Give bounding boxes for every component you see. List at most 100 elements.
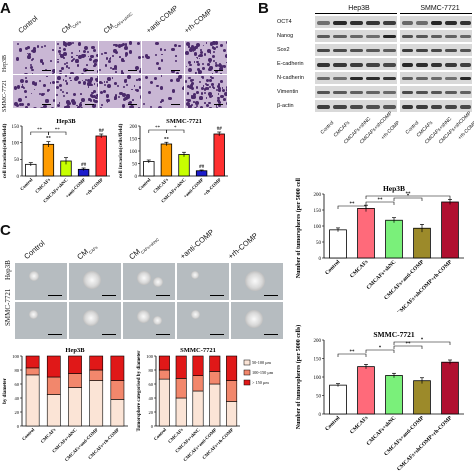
tumorsphere-image (230, 262, 284, 301)
bar (329, 384, 347, 415)
significance-bracket (393, 341, 451, 345)
cell-dot (79, 106, 84, 108)
cell-dot (56, 58, 59, 61)
cell-dot (65, 61, 69, 65)
significance-label: ## (199, 165, 205, 170)
cell-dot (43, 105, 47, 108)
significance-bracket (365, 349, 395, 353)
cell-dot (112, 67, 115, 71)
cell-dot (68, 67, 71, 70)
cell-dot (33, 46, 37, 50)
cell-dot (101, 104, 104, 106)
cell-dot (121, 104, 126, 108)
tumorsphere-image (14, 262, 68, 301)
cell-dot (124, 96, 128, 100)
significance-label: ** (350, 350, 356, 355)
tumorsphere-image (122, 301, 176, 340)
cell-dot (209, 79, 213, 83)
cell-dot (58, 47, 61, 49)
cell-dot (218, 67, 223, 72)
cell-dot (122, 98, 126, 102)
x-tick-label: CMCAFs (40, 427, 57, 444)
cell-dot (192, 95, 197, 99)
cell-dot (211, 73, 214, 74)
stacked-bar-segment (209, 383, 221, 427)
cell-dot (193, 107, 197, 108)
cell-dot (226, 92, 227, 97)
blot-band (382, 63, 396, 67)
cell-dot (209, 106, 212, 108)
cell-dot (148, 91, 152, 95)
row-label-smmc-c: SMMC-7721 (4, 288, 12, 326)
cell-dot (63, 62, 67, 66)
blot-band (430, 63, 443, 67)
cell-dot (212, 41, 217, 45)
tumorsphere-count-chart-smmc: SMMC-7721 0 50 100 150 200 Number of tumorsphe… (295, 325, 464, 472)
cell-dot (211, 45, 215, 49)
tumorsphere-image (68, 262, 122, 301)
cell-dot (124, 45, 128, 50)
blot-band (430, 91, 443, 94)
chart-title: Hep3B (383, 184, 405, 193)
blot-band (445, 77, 457, 80)
cell-dot (91, 45, 95, 50)
cell-dot (208, 85, 212, 89)
cell-dot (39, 79, 42, 82)
blot-band (349, 49, 364, 52)
cell-dot (205, 41, 208, 44)
cell-dot (31, 80, 36, 85)
cell-dot (88, 79, 93, 83)
panel-label-b: B (258, 0, 269, 17)
blot-band (349, 91, 364, 94)
stacked-bar-segment (89, 355, 104, 371)
stacked-bar-segment (110, 399, 125, 427)
cell-dot (220, 94, 224, 98)
cell-dot (27, 103, 31, 107)
cell-dot (58, 50, 61, 53)
cell-dot (206, 104, 210, 108)
blot-band (416, 63, 428, 67)
c-col-cm-cafs: CMCAFs (75, 244, 99, 262)
cell-dot (194, 45, 198, 50)
cell-dot (175, 59, 178, 62)
cell-dot (211, 55, 215, 59)
blot-band (416, 21, 428, 25)
blot-band (333, 63, 347, 67)
cell-dot (226, 61, 227, 64)
cell-dot (175, 77, 180, 82)
scale-bar (264, 333, 278, 335)
cell-dot (58, 52, 62, 56)
significance-bracket (48, 131, 67, 135)
cell-dot (160, 75, 163, 78)
stacked-bar-segment (25, 355, 40, 369)
cell-dot (160, 101, 162, 103)
cell-dot (218, 63, 222, 68)
cell-dot (106, 98, 110, 102)
cell-dot (195, 104, 199, 108)
cell-dot (126, 83, 129, 86)
cell-dot (142, 102, 145, 105)
y-tick-label: 50 (132, 162, 138, 167)
row-label-hep3b-c: Hep3B (4, 260, 12, 280)
chart-title: SMMC-7721 (166, 118, 202, 125)
blot-band (459, 91, 471, 94)
tumorsphere (191, 271, 199, 279)
cell-dot (175, 55, 177, 57)
blot-band (366, 21, 380, 25)
cell-dot (58, 102, 61, 104)
cell-dot (57, 75, 61, 80)
cell-dot (113, 43, 116, 46)
stacked-bar-segment (226, 355, 238, 381)
cell-dot (190, 84, 193, 87)
blot-band (445, 49, 457, 52)
blot-band (416, 91, 428, 94)
y-axis-label: Number of tumorspheres (per 5000 cells) (295, 178, 302, 278)
stacked-bar-segment (209, 371, 221, 385)
cell-dot (186, 101, 191, 106)
cell-dot (137, 55, 141, 60)
cell-dot (215, 88, 219, 92)
cell-dot (107, 84, 111, 89)
blot-band (430, 35, 443, 38)
blot-band (317, 63, 331, 67)
tumorsphere-image (230, 301, 284, 340)
